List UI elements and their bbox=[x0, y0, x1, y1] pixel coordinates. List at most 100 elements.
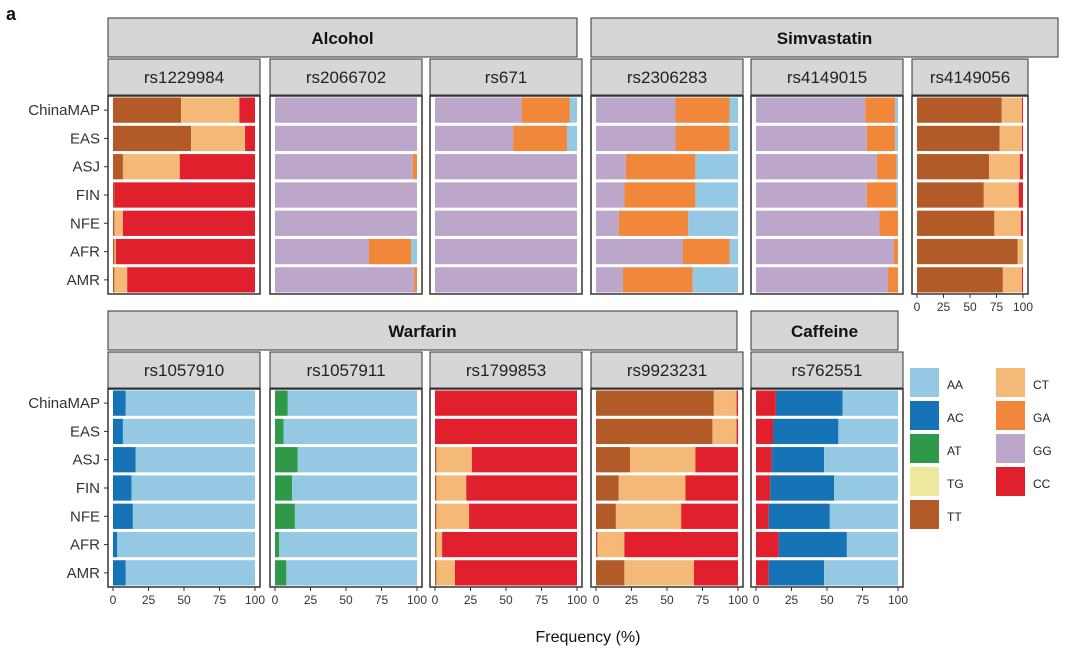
bar-rs4149015-AMR-GA bbox=[888, 267, 898, 293]
population-label-FIN-row2: FIN bbox=[76, 480, 100, 497]
bar-rs671-EAS-GG bbox=[435, 125, 514, 152]
x-tick-label-rs1057910-100: 100 bbox=[245, 593, 265, 607]
bar-rs4149015-ASJ-GG bbox=[756, 154, 877, 180]
bar-rs762551-AMR-AC bbox=[768, 560, 825, 586]
bar-rs9923231-AFR-CC bbox=[624, 531, 738, 558]
snp-label-rs2306283: rs2306283 bbox=[627, 68, 707, 87]
bar-rs2306283-AFR-AA bbox=[729, 238, 738, 265]
population-label-EAS-row2: EAS bbox=[70, 423, 100, 440]
bar-rs2306283-NFE-GG bbox=[596, 210, 619, 236]
bar-rs762551-ASJ-AA bbox=[824, 447, 898, 473]
bar-rs1057910-ASJ-AA bbox=[135, 447, 255, 473]
population-label-ChinaMAP-row2: ChinaMAP bbox=[28, 395, 100, 412]
bar-rs4149056-ASJ-CT bbox=[989, 154, 1020, 180]
bar-rs4149015-FIN-AA bbox=[896, 182, 898, 208]
group-strip-alcohol bbox=[107, 17, 578, 58]
population-label-EAS-row1: EAS bbox=[70, 130, 100, 147]
bar-rs4149056-ChinaMAP-CT bbox=[1001, 97, 1022, 123]
bar-rs1229984-ASJ-CC bbox=[179, 154, 255, 180]
bar-rs9923231-NFE-CC bbox=[681, 503, 738, 529]
x-tick-label-rs1057911-50: 50 bbox=[339, 593, 353, 607]
x-tick-label-rs1799853-0: 0 bbox=[432, 593, 439, 607]
bar-rs1057911-EAS-AT bbox=[275, 418, 284, 445]
bar-rs2306283-AFR-GA bbox=[682, 238, 730, 265]
bar-rs2066702-FIN-GG bbox=[275, 182, 417, 208]
x-tick-label-rs9923231-0: 0 bbox=[593, 593, 600, 607]
panel-rs671: rs671 bbox=[429, 58, 583, 295]
bar-rs1229984-AFR-TT bbox=[113, 238, 115, 265]
snp-label-rs671: rs671 bbox=[485, 68, 528, 87]
bar-rs9923231-AMR-CC bbox=[693, 560, 738, 586]
bar-rs2066702-ASJ-GA bbox=[412, 154, 417, 180]
bar-rs4149015-NFE-GG bbox=[756, 210, 880, 236]
bar-rs1229984-AMR-TT bbox=[113, 267, 115, 293]
bar-rs671-ChinaMAP-GG bbox=[435, 97, 522, 123]
bar-rs762551-AMR-CC bbox=[756, 560, 769, 586]
bar-rs671-NFE-GG bbox=[435, 210, 577, 236]
panel-frame-rs2306283 bbox=[590, 95, 744, 295]
bar-rs1799853-NFE-CT bbox=[436, 503, 470, 529]
bar-rs2306283-ASJ-AA bbox=[695, 154, 738, 180]
bar-rs4149015-FIN-GG bbox=[756, 182, 867, 208]
bar-rs1057911-AMR-AT bbox=[275, 560, 287, 586]
bar-rs762551-NFE-CC bbox=[756, 503, 769, 529]
group-title-warfarin: Warfarin bbox=[388, 322, 456, 341]
bar-rs671-ChinaMAP-GA bbox=[521, 97, 570, 123]
bar-rs2306283-ChinaMAP-GG bbox=[596, 97, 676, 123]
legend-swatch-GG bbox=[996, 434, 1025, 463]
bar-rs1057911-NFE-AA bbox=[294, 503, 417, 529]
bar-rs1229984-EAS-TT bbox=[113, 125, 192, 152]
bar-rs1229984-ASJ-CT bbox=[122, 154, 180, 180]
snp-label-rs2066702: rs2066702 bbox=[306, 68, 386, 87]
bar-rs2066702-EAS-GG bbox=[275, 125, 417, 152]
bar-rs1229984-ChinaMAP-CC bbox=[239, 97, 255, 123]
bar-rs2306283-AMR-AA bbox=[692, 267, 738, 293]
bar-rs2306283-EAS-GG bbox=[596, 125, 676, 152]
bar-rs1057910-NFE-AC bbox=[113, 503, 133, 529]
panel-rs4149015: rs4149015 bbox=[750, 58, 904, 295]
bar-rs2306283-ASJ-GA bbox=[625, 154, 696, 180]
x-tick-label-rs762551-50: 50 bbox=[820, 593, 834, 607]
bar-rs762551-ASJ-AC bbox=[771, 447, 825, 473]
population-label-AMR-row2: AMR bbox=[67, 565, 101, 582]
bar-rs1057911-FIN-AT bbox=[275, 475, 293, 501]
bar-rs4149015-EAS-GG bbox=[756, 125, 867, 152]
bar-rs4149056-EAS-CC bbox=[1021, 125, 1023, 152]
x-tick-label-rs762551-100: 100 bbox=[888, 593, 908, 607]
bar-rs1229984-AFR-CC bbox=[115, 238, 255, 265]
population-label-AFR-row1: AFR bbox=[70, 244, 100, 261]
panel-rs762551: rs762551 0 25 50 75 100 bbox=[750, 351, 908, 607]
bar-rs1057911-NFE-AT bbox=[275, 503, 295, 529]
panel-rs4149056: rs4149056 0 25 50 75 100 bbox=[911, 58, 1033, 314]
panel-rs1799853: rs1799853 0 25 50 75 100 bbox=[429, 351, 587, 607]
population-label-NFE-row2: NFE bbox=[70, 508, 100, 525]
bar-rs671-ASJ-GG bbox=[435, 154, 577, 180]
bar-rs2066702-ASJ-GG bbox=[275, 154, 413, 180]
bar-rs9923231-AFR-TT bbox=[596, 531, 598, 558]
bar-rs4149056-ChinaMAP-TT bbox=[917, 97, 1002, 123]
bar-rs1057910-AFR-AC bbox=[113, 531, 118, 558]
bar-rs1057910-EAS-AA bbox=[122, 418, 255, 445]
bar-rs2066702-AMR-GA bbox=[414, 267, 417, 293]
bar-rs4149056-EAS-CT bbox=[999, 125, 1022, 152]
bar-rs9923231-FIN-CC bbox=[685, 475, 738, 501]
x-tick-label-rs4149056-0: 0 bbox=[914, 300, 921, 314]
bar-rs4149015-FIN-GA bbox=[866, 182, 897, 208]
legend-swatch-TT bbox=[910, 500, 939, 529]
legend-label-GA: GA bbox=[1033, 411, 1050, 425]
bar-rs9923231-NFE-CT bbox=[615, 503, 682, 529]
bar-rs4149056-AMR-CC bbox=[1021, 267, 1023, 293]
panel-frame-rs4149015 bbox=[750, 95, 904, 295]
bar-rs9923231-ChinaMAP-TT bbox=[596, 390, 714, 416]
snp-label-rs1799853: rs1799853 bbox=[466, 361, 546, 380]
snp-strip-rs9923231 bbox=[590, 351, 744, 389]
bar-rs2066702-AFR-GA bbox=[368, 238, 412, 265]
bar-rs9923231-FIN-CT bbox=[618, 475, 686, 501]
bar-rs4149015-AFR-GA bbox=[893, 238, 898, 265]
x-tick-label-rs1799853-75: 75 bbox=[535, 593, 549, 607]
bar-rs1057910-EAS-AC bbox=[113, 418, 123, 445]
bar-rs1799853-AFR-CC bbox=[442, 531, 577, 558]
x-tick-label-rs1057911-25: 25 bbox=[304, 593, 318, 607]
bar-rs671-AMR-GG bbox=[435, 267, 577, 293]
bar-rs4149056-NFE-CT bbox=[994, 210, 1021, 236]
